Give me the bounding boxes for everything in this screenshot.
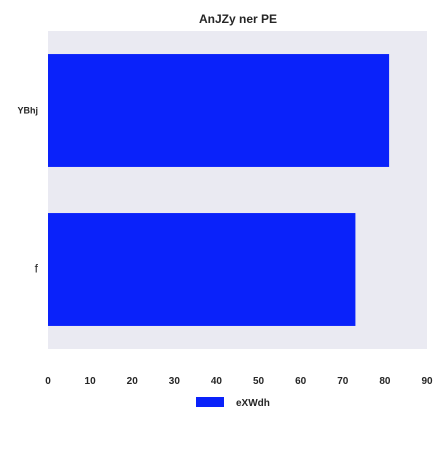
- category-label: YBhj: [17, 106, 38, 116]
- x-tick-label: 20: [127, 376, 139, 387]
- x-tick-label: 70: [337, 376, 349, 387]
- x-axis-tick-labels: 0 10 20 30 40 50 60 70 80 90: [45, 376, 433, 387]
- x-tick-label: 50: [253, 376, 265, 387]
- x-tick-label: 30: [169, 376, 181, 387]
- x-tick-label: 0: [45, 376, 51, 387]
- legend-swatch: [196, 397, 224, 407]
- chart-title: AnJZy ner PE: [199, 12, 277, 26]
- x-tick-label: 90: [421, 376, 433, 387]
- x-tick-label: 40: [211, 376, 223, 387]
- legend: eXWdh: [196, 397, 270, 409]
- bar-ybhj: [48, 54, 389, 167]
- x-tick-label: 10: [85, 376, 97, 387]
- x-tick-label: 60: [295, 376, 307, 387]
- legend-label: eXWdh: [236, 398, 270, 409]
- category-labels: YBhj f: [17, 106, 38, 276]
- x-tick-label: 80: [379, 376, 391, 387]
- category-label: f: [35, 262, 39, 276]
- bar-f: [48, 213, 355, 326]
